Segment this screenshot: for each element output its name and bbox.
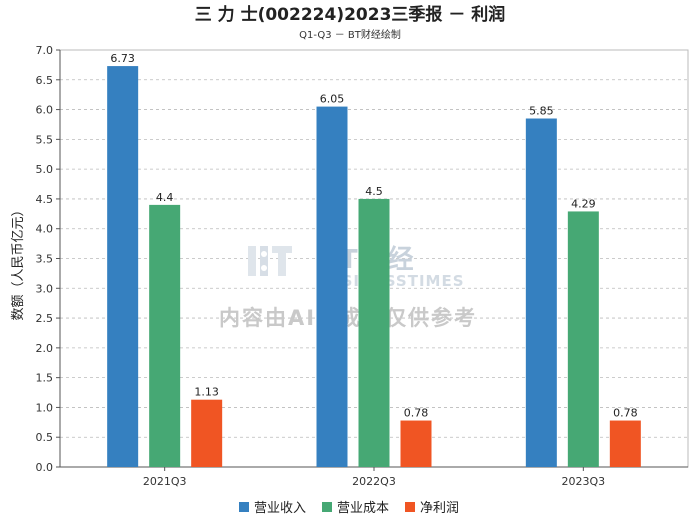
bar xyxy=(567,211,599,467)
data-label: 6.05 xyxy=(320,93,345,106)
watermark-sub: BUSINESSTIMES xyxy=(316,272,465,290)
data-label: 5.85 xyxy=(529,105,554,118)
y-tick-label: 2.0 xyxy=(36,342,54,355)
y-tick-label: 6.5 xyxy=(36,74,54,87)
chart-subtitle: Q1-Q3 － BT财经绘制 xyxy=(299,28,401,41)
data-label: 0.78 xyxy=(613,407,638,420)
x-tick-label: 2021Q3 xyxy=(143,475,187,488)
chart-title: 三 力 士(002224)2023三季报 － 利润 xyxy=(195,4,506,25)
legend-label: 净利润 xyxy=(420,501,459,516)
data-label: 4.4 xyxy=(156,191,174,204)
legend-swatch xyxy=(239,502,249,512)
bar xyxy=(400,420,432,467)
bar xyxy=(525,118,557,467)
data-label: 4.5 xyxy=(365,185,383,198)
y-tick-label: 1.5 xyxy=(36,372,54,385)
data-label: 4.29 xyxy=(571,197,596,210)
bar xyxy=(609,420,641,467)
bar xyxy=(358,198,390,467)
watermark: BT财经 BUSINESSTIMES 内容由AI生成，仅供参考 xyxy=(219,244,477,330)
data-label: 6.73 xyxy=(110,52,135,65)
bar xyxy=(316,106,348,467)
y-axis-label: 数额（人民币亿元） xyxy=(11,203,26,320)
data-label: 1.13 xyxy=(194,386,219,399)
y-tick-label: 6.0 xyxy=(36,104,54,117)
y-tick-label: 1.0 xyxy=(36,401,54,414)
legend-label: 营业收入 xyxy=(254,501,306,516)
y-tick-label: 3.0 xyxy=(36,282,54,295)
bar xyxy=(191,399,223,467)
data-labels: 6.73 4.4 1.13 6.05 4.5 0.78 5.85 4.29 0.78 xyxy=(110,52,637,419)
y-tick-label: 0.5 xyxy=(36,431,54,444)
y-tick-label: 0.0 xyxy=(36,461,54,474)
y-tick-label: 7.0 xyxy=(36,44,54,57)
bars xyxy=(107,66,641,467)
legend-label: 营业成本 xyxy=(337,501,389,516)
y-tick-label: 4.0 xyxy=(36,223,54,236)
legend: 营业收入 营业成本 净利润 xyxy=(239,501,459,516)
legend-swatch xyxy=(405,502,415,512)
x-tick-label: 2022Q3 xyxy=(352,475,396,488)
watermark-note: 内容由AI生成，仅供参考 xyxy=(219,306,477,330)
legend-swatch xyxy=(322,502,332,512)
y-tick-label: 4.5 xyxy=(36,193,54,206)
y-tick-label: 2.5 xyxy=(36,312,54,325)
watermark-logo-icon xyxy=(248,246,292,276)
x-tick-label: 2023Q3 xyxy=(562,475,606,488)
data-label: 0.78 xyxy=(404,407,429,420)
bar xyxy=(149,204,181,467)
bar xyxy=(107,66,139,467)
y-tick-label: 5.0 xyxy=(36,163,54,176)
y-tick-label: 5.5 xyxy=(36,133,54,146)
y-tick-label: 3.5 xyxy=(36,253,54,266)
